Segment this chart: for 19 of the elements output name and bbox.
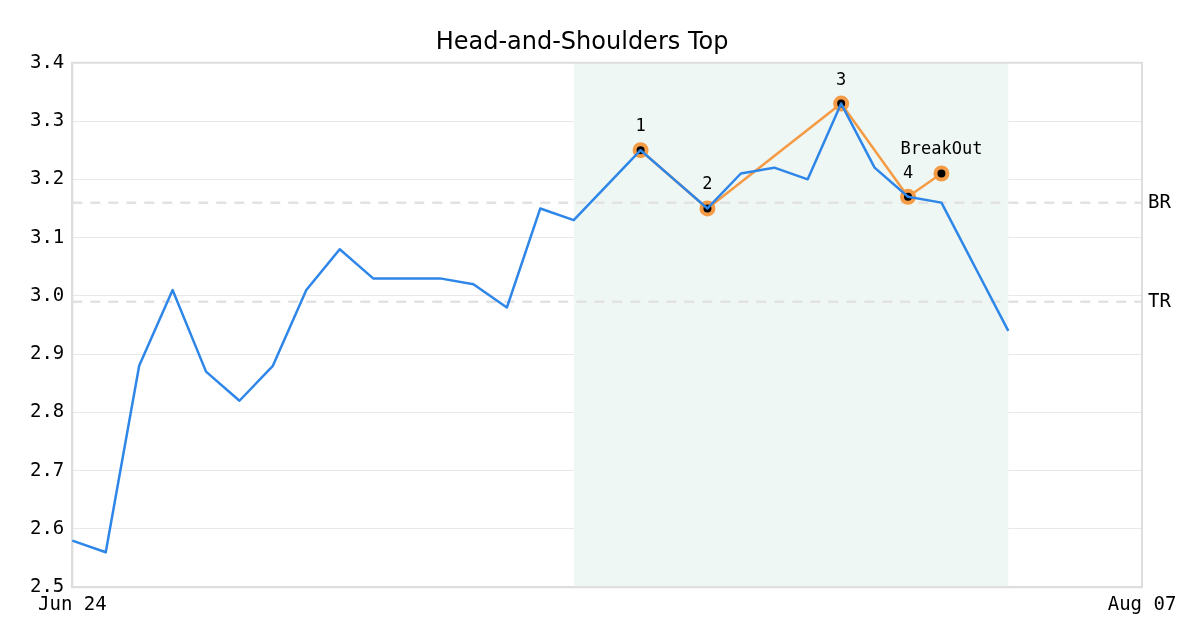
y-tick-label: 2.7 xyxy=(29,457,65,480)
chart-title: Head-and-Shoulders Top xyxy=(435,26,729,55)
y-tick-label: 3.2 xyxy=(29,166,65,189)
y-tick-label: 2.6 xyxy=(29,515,65,538)
annotation: BreakOut xyxy=(900,138,983,159)
y-tick-label: 3.4 xyxy=(29,49,65,72)
annotation: 2 xyxy=(702,173,713,194)
annotation: 3 xyxy=(836,68,847,89)
y-tick-label: 3.3 xyxy=(29,108,65,130)
y-tick-label: 2.9 xyxy=(29,341,65,364)
annotation: 1 xyxy=(635,115,646,136)
ref-line-label: TR xyxy=(1148,288,1172,311)
ref-line-label: BR xyxy=(1148,189,1172,212)
y-tick-label: 2.8 xyxy=(29,399,65,422)
y-tick-label: 3.0 xyxy=(29,282,65,305)
annotation: 4 xyxy=(902,161,914,182)
point xyxy=(933,165,950,182)
x-tick-label: Aug 07 xyxy=(1107,591,1177,614)
y-tick-label: 3.1 xyxy=(29,224,65,247)
